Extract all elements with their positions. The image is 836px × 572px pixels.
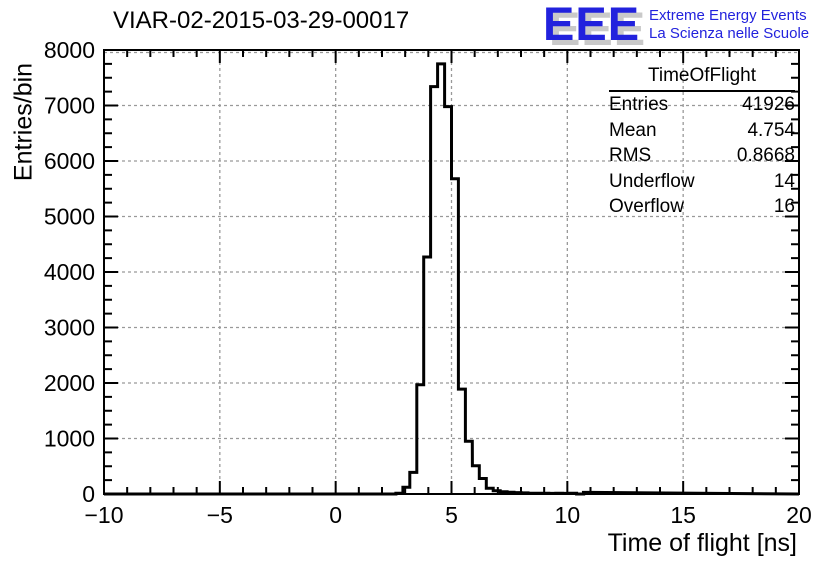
stats-row-rms: RMS 0.8668 [609, 143, 795, 169]
eee-logo-letters: EEE [543, 0, 641, 50]
x-tick-label: 15 [670, 502, 696, 528]
stats-value: 14 [773, 170, 795, 192]
x-tick-label: 0 [329, 502, 342, 528]
x-tick-label: 20 [786, 502, 812, 528]
y-tick-label: 8000 [44, 37, 95, 63]
stats-label: Underflow [609, 170, 695, 192]
stats-value: 0.8668 [736, 145, 795, 166]
stats-label: RMS [609, 145, 652, 166]
stats-row-entries: Entries 41926 [609, 92, 795, 118]
eee-logo-line1: Extreme Energy Events [649, 7, 807, 24]
x-tick-label: −5 [207, 502, 233, 528]
stats-value: 16 [773, 196, 795, 217]
stats-title: TimeOfFlight [609, 64, 795, 92]
y-tick-label: 7000 [44, 93, 95, 119]
axis-ticks [103, 49, 800, 495]
stats-label: Overflow [609, 196, 684, 217]
y-tick-label: 0 [82, 481, 95, 507]
stats-label: Mean [609, 119, 657, 141]
y-axis-title: Entries/bin [9, 62, 38, 182]
eee-logo-text: Extreme Energy Events La Scienza nelle S… [649, 3, 809, 43]
y-tick-labels: 0 1000 2000 3000 4000 5000 6000 7000 8000 [44, 37, 95, 507]
x-tick-label: 5 [445, 502, 458, 528]
eee-logo: EEE Extreme Energy Events La Scienza nel… [543, 0, 809, 50]
stats-value: 41926 [742, 94, 795, 115]
stats-box: TimeOfFlight Entries 41926 Mean 4.754 RM… [609, 64, 795, 220]
plot-title: VIAR-02-2015-03-29-00017 [113, 7, 410, 34]
x-axis-title: Time of flight [ns] [607, 529, 797, 557]
stats-row-underflow: Underflow 14 [609, 169, 795, 195]
x-tick-label: −10 [84, 502, 123, 528]
y-tick-label: 5000 [44, 204, 95, 230]
x-tick-labels: −10 −5 0 5 10 15 20 [84, 502, 811, 528]
x-tick-label: 10 [555, 502, 581, 528]
stats-label: Entries [609, 94, 669, 115]
y-tick-label: 3000 [44, 315, 95, 341]
y-tick-label: 2000 [44, 370, 95, 396]
stats-row-mean: Mean 4.754 [609, 118, 795, 144]
stats-value: 4.754 [747, 119, 795, 141]
y-tick-label: 4000 [44, 259, 95, 285]
stats-row-overflow: Overflow 16 [609, 194, 795, 220]
eee-logo-line2: La Scienza nelle Scuole [649, 25, 810, 42]
y-tick-label: 6000 [44, 148, 95, 174]
y-tick-label: 1000 [44, 426, 95, 452]
